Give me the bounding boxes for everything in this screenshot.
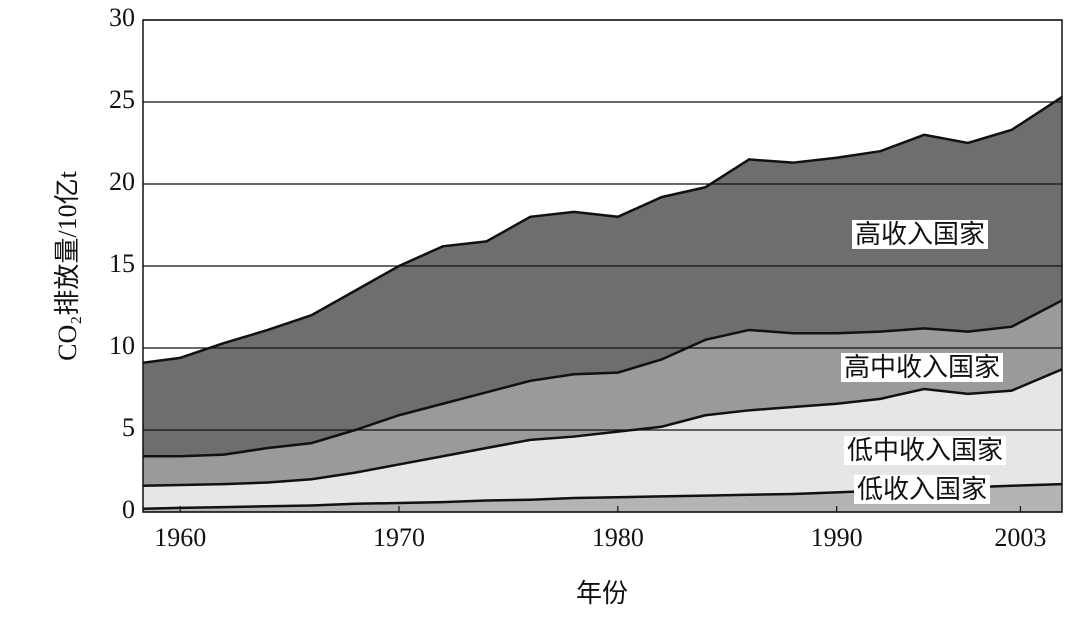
area: [143, 97, 1062, 457]
label-box: [840, 352, 1004, 382]
series-label: 低收入国家: [857, 475, 987, 504]
series-label: 高中收入国家: [844, 353, 1000, 382]
y-tick-label: 30: [109, 3, 135, 32]
y-tick-label: 25: [109, 85, 135, 114]
x-axis-label: 年份: [576, 579, 628, 608]
series-label: 高收入国家: [855, 220, 985, 249]
label-box: [843, 435, 1007, 465]
y-tick-label: 0: [122, 495, 135, 524]
series-label: 低中收入国家: [847, 436, 1003, 465]
x-tick-label: 2003: [994, 523, 1046, 552]
y-tick-label: 5: [122, 413, 135, 442]
y-tick-label: 10: [109, 331, 135, 360]
x-tick-label: 1970: [373, 523, 425, 552]
y-axis-label: CO₂排放量/10亿t: [53, 170, 82, 360]
area-edge: [143, 299, 1063, 458]
x-tick-label: 1980: [592, 523, 644, 552]
label-box: [851, 219, 989, 249]
y-tick-label: 15: [109, 249, 135, 278]
area: [143, 300, 1062, 486]
area-edge: [142, 368, 1063, 488]
plot-frame: [142, 19, 1063, 513]
x-tick-label: 1990: [811, 523, 863, 552]
x-tick-label: 1960: [154, 523, 206, 552]
label-box: [853, 474, 991, 504]
area-edge: [142, 96, 1063, 364]
y-tick-label: 20: [109, 167, 135, 196]
